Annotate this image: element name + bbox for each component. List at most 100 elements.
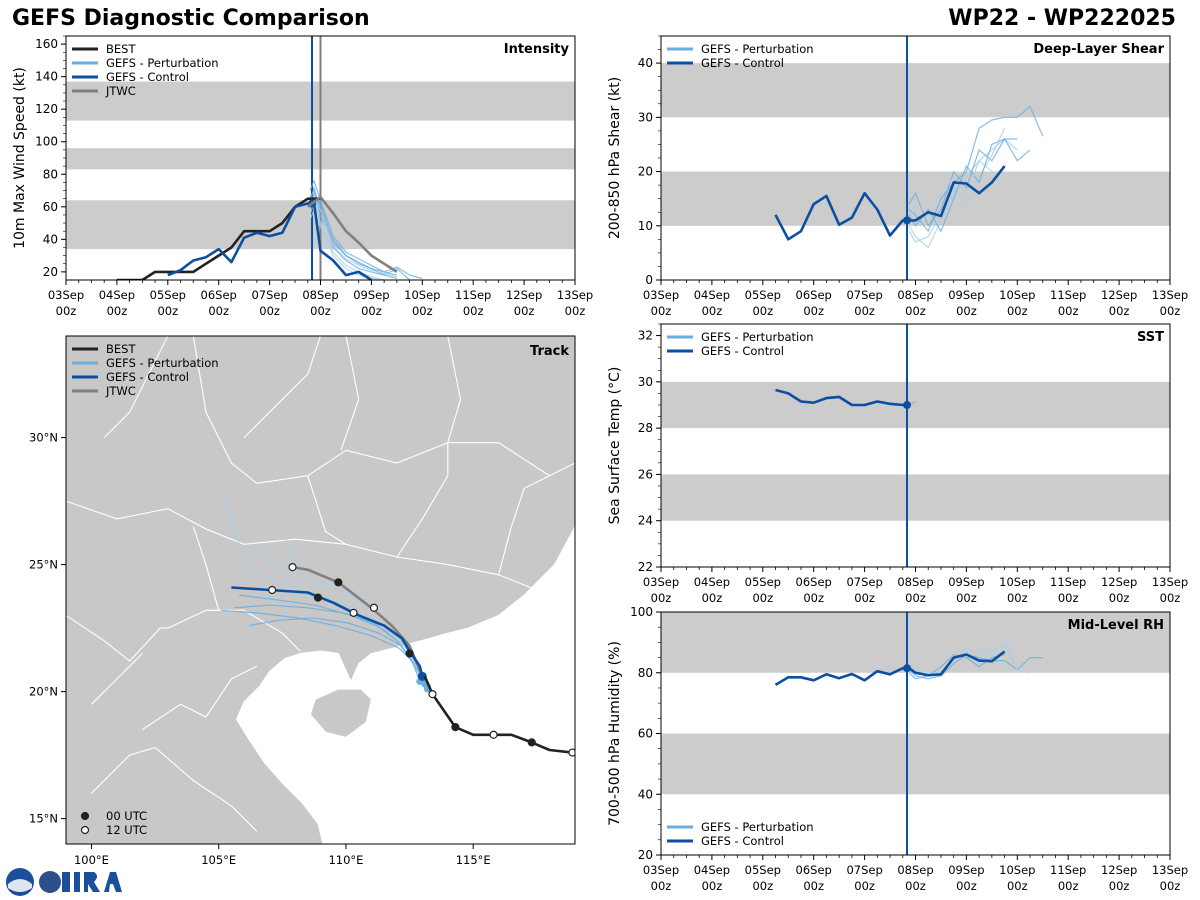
- shading-band: [661, 63, 1170, 118]
- sst-panel: 03Sep 00z 04Sep 00z 05Sep 00z 06Sep 00z 07Sep 00z…: [607, 323, 1188, 605]
- x-tick-label-date: 08Sep: [897, 288, 933, 302]
- province-border: [396, 442, 449, 558]
- x-tick-label-hour: 00z: [956, 304, 977, 318]
- perturbation-member-line: [309, 200, 398, 278]
- y-axis-label: 10m Max Wind Speed (kt): [12, 67, 28, 249]
- x-tick-label-hour: 00z: [956, 591, 977, 605]
- x-tick-label-hour: 00z: [1160, 879, 1181, 893]
- y-tick-label: 80: [43, 167, 58, 181]
- plot-area: [774, 36, 1044, 280]
- x-tick-label-hour: 00z: [1058, 304, 1079, 318]
- x-tick-label-hour: 00z: [651, 591, 672, 605]
- x-tick-label-date: 09Sep: [353, 288, 389, 302]
- marker-12utc: [349, 608, 358, 617]
- lat-tick-label: 30°N: [29, 431, 58, 445]
- y-tick-label: 100: [35, 135, 58, 149]
- shading-band: [661, 733, 1170, 795]
- x-tick-label-date: 11Sep: [455, 288, 491, 302]
- lat-tick-label: 15°N: [29, 812, 58, 826]
- legend-label: GEFS - Perturbation: [701, 330, 814, 344]
- x-tick-label-date: 08Sep: [897, 863, 933, 877]
- x-tick-label-date: 08Sep: [897, 575, 933, 589]
- series-line-gefs-control: [774, 650, 1006, 687]
- y-tick-label: 10: [638, 219, 653, 233]
- lat-tick-label: 20°N: [29, 685, 58, 699]
- perturbation-member-line: [309, 179, 398, 276]
- y-tick-label: 40: [638, 56, 653, 70]
- lon-tick-label: 105°E: [201, 853, 236, 867]
- x-tick-label-date: 12Sep: [1101, 863, 1137, 877]
- y-axis-label: 700-500 hPa Humidity (%): [607, 641, 623, 826]
- shading-band: [661, 171, 1170, 226]
- x-tick-label-hour: 00z: [259, 304, 280, 318]
- x-tick-label-date: 10Sep: [404, 288, 440, 302]
- y-axis-label: 200-850 hPa Shear (kt): [607, 77, 623, 239]
- x-tick-label-date: 05Sep: [745, 288, 781, 302]
- x-tick-label-date: 07Sep: [846, 288, 882, 302]
- x-tick-label-hour: 00z: [56, 304, 77, 318]
- x-tick-label-date: 06Sep: [796, 575, 832, 589]
- cira-wordmark-icon: [62, 872, 122, 892]
- y-tick-label: 30: [638, 110, 653, 124]
- x-tick-label-date: 08Sep: [302, 288, 338, 302]
- y-tick-label: 100: [630, 605, 653, 619]
- perturbation-member-line: [908, 105, 1044, 233]
- x-tick-label-hour: 00z: [752, 304, 773, 318]
- province-border: [91, 746, 258, 832]
- x-tick-label-date: 12Sep: [1101, 575, 1137, 589]
- x-tick-label-date: 12Sep: [1101, 288, 1137, 302]
- plot-area: [775, 324, 916, 567]
- x-tick-label-date: 07Sep: [846, 863, 882, 877]
- x-tick-label-date: 05Sep: [745, 863, 781, 877]
- x-tick-label-hour: 00z: [702, 591, 723, 605]
- init-point-marker: [903, 401, 912, 409]
- x-tick-label-hour: 00z: [565, 304, 586, 318]
- x-tick-label-hour: 00z: [1007, 304, 1028, 318]
- x-tick-label-hour: 00z: [905, 304, 926, 318]
- series-line-gefs-control: [774, 165, 1006, 241]
- legend-label: GEFS - Perturbation: [701, 42, 814, 56]
- x-tick-label-date: 07Sep: [251, 288, 287, 302]
- y-tick-label: 20: [638, 848, 653, 862]
- axes-frame: [65, 335, 576, 845]
- legend-label: GEFS - Control: [701, 834, 784, 848]
- y-tick-label: 30: [638, 375, 653, 389]
- x-tick-label-date: 09Sep: [948, 575, 984, 589]
- x-tick-label-date: 10Sep: [999, 288, 1035, 302]
- x-tick-label-date: 13Sep: [557, 288, 593, 302]
- marker-legend-label: 12 UTC: [106, 823, 147, 837]
- legend-label: GEFS - Perturbation: [106, 356, 219, 370]
- marker-legend-swatch: [80, 811, 90, 821]
- x-tick-label-date: 10Sep: [999, 575, 1035, 589]
- legend-label: GEFS - Perturbation: [701, 820, 814, 834]
- x-tick-label-date: 09Sep: [948, 863, 984, 877]
- province-border: [66, 500, 538, 591]
- x-tick-label-hour: 00z: [702, 879, 723, 893]
- y-tick-label: 32: [638, 329, 653, 343]
- x-tick-label-hour: 00z: [854, 879, 875, 893]
- marker-00utc: [405, 649, 414, 658]
- x-tick-label-hour: 00z: [651, 304, 672, 318]
- x-tick-label-hour: 00z: [1109, 879, 1130, 893]
- x-tick-label-hour: 00z: [1007, 591, 1028, 605]
- shading-band: [661, 612, 1170, 673]
- marker-00utc: [451, 723, 460, 732]
- x-tick-label-date: 09Sep: [948, 288, 984, 302]
- x-tick-label-date: 13Sep: [1152, 863, 1188, 877]
- x-tick-label-hour: 00z: [310, 304, 331, 318]
- province-border: [167, 609, 301, 652]
- x-tick-label-hour: 00z: [1109, 591, 1130, 605]
- y-tick-label: 60: [43, 200, 58, 214]
- intensity-panel: 03Sep 00z 04Sep 00z 05Sep 00z 06Sep 00z 07Sep 00z…: [12, 35, 593, 318]
- legend-label: GEFS - Control: [701, 56, 784, 70]
- marker-12utc: [568, 748, 575, 757]
- x-tick-label-date: 11Sep: [1050, 575, 1086, 589]
- x-tick-label-date: 12Sep: [506, 288, 542, 302]
- x-tick-label-hour: 00z: [752, 591, 773, 605]
- cira-globe-icon: [39, 871, 61, 893]
- legend-label: BEST: [106, 42, 136, 56]
- x-tick-label-date: 04Sep: [694, 575, 730, 589]
- rh-panel: 03Sep 00z 04Sep 00z 05Sep 00z 06Sep 00z 07Sep 00z…: [607, 605, 1188, 893]
- perturbation-member-line: [908, 641, 1018, 674]
